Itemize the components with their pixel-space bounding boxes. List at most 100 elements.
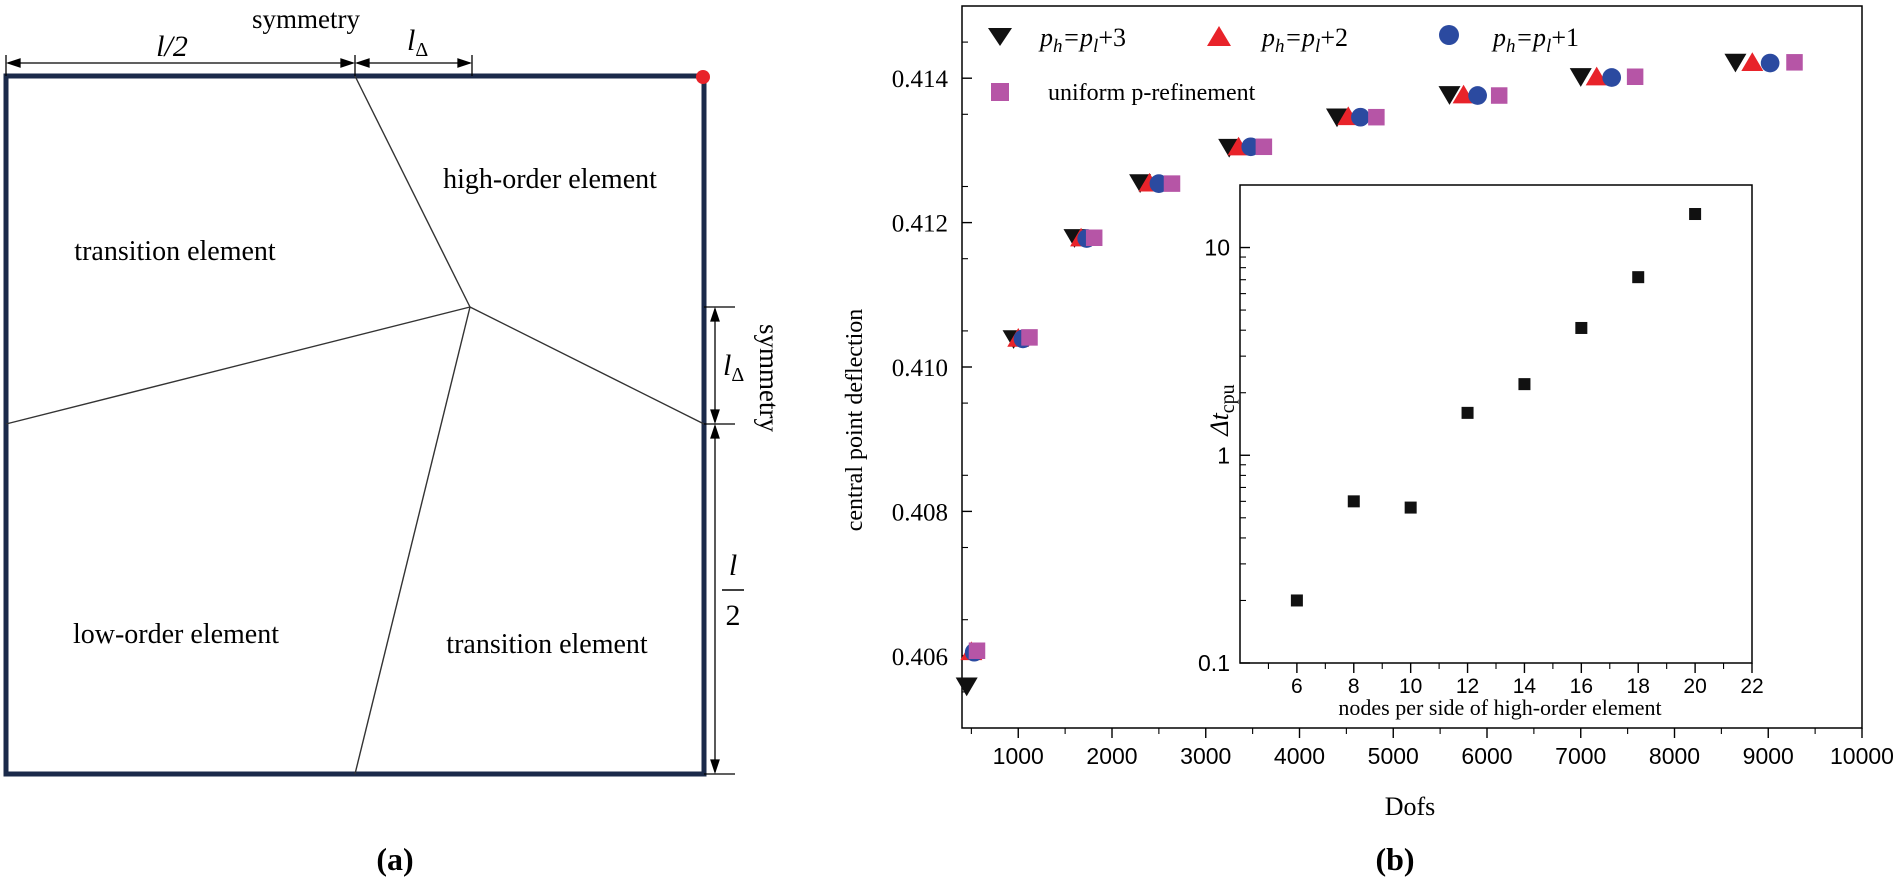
symmetry-right-label: symmetry — [754, 324, 784, 432]
inset-data-point — [1689, 208, 1702, 221]
inset-x-tick-label: 18 — [1627, 675, 1650, 698]
inset-x-tick-label: 14 — [1513, 675, 1537, 698]
data-point — [1490, 87, 1508, 104]
data-point — [1255, 138, 1273, 156]
legend-ph2-sub1: h — [1275, 36, 1285, 57]
panel-b: 0.406 0.408 0.410 0.412 0.414 1000 2000 3000 40… — [842, 5, 1894, 877]
inset-ylabel-sub: cpu — [1217, 384, 1239, 413]
main-x-tick-label: 10000 — [1830, 743, 1894, 769]
inset-x-tick-label: 8 — [1348, 675, 1360, 698]
data-point — [1569, 68, 1592, 87]
arrow-head — [354, 58, 370, 68]
inset-x-tick-label: 20 — [1683, 675, 1706, 698]
arrow-head — [710, 409, 720, 425]
edge-top-to-center — [354, 75, 471, 308]
high-order-element-label: high-order element — [443, 164, 657, 195]
data-point — [1760, 53, 1780, 73]
inset-ylabel-main: Δt — [1205, 412, 1234, 436]
main-data-points — [955, 52, 1803, 697]
inset-data-point — [1461, 406, 1474, 419]
delta-right-main: l — [723, 349, 731, 382]
main-x-tick-label: 8000 — [1649, 743, 1700, 769]
legend-ph1-base: p — [1491, 23, 1506, 52]
half-length-top-label: l/2 — [156, 30, 188, 63]
data-point — [1085, 229, 1103, 247]
main-y-axis-ticks: 0.406 0.408 0.410 0.412 0.414 — [892, 41, 972, 693]
data-point — [1724, 53, 1747, 73]
transition-element-lower-label: transition element — [446, 629, 648, 660]
top-dimensions — [5, 55, 473, 76]
legend-marker-ph2 — [1207, 26, 1231, 46]
legend-ph2-sub2: l — [1315, 36, 1320, 57]
legend-ph1-mid: =p — [1516, 23, 1547, 52]
main-y-tick-label: 0.410 — [892, 355, 948, 382]
legend-ph2-mid: =p — [1285, 23, 1316, 52]
arrow-head — [710, 423, 720, 439]
data-point — [1163, 175, 1181, 192]
legend-ph3-mid: =p — [1063, 23, 1094, 52]
main-y-axis-label: central point deflection — [842, 309, 868, 532]
symmetry-top-label: symmetry — [252, 4, 360, 34]
inset-data-point — [1575, 321, 1588, 334]
half-length-right-den: 2 — [726, 599, 741, 632]
edge-center-to-right — [469, 306, 705, 425]
inset-y-axis-label: Δtcpu — [1205, 384, 1239, 436]
element-edges — [5, 75, 705, 775]
data-point — [1602, 68, 1622, 87]
inset-x-tick-label: 6 — [1291, 675, 1303, 698]
transition-element-upper-label: transition element — [74, 236, 276, 267]
panel-a: symmetry l/2 lΔ high-order element trans… — [3, 4, 784, 877]
legend-label-ph2: ph=pl+2 — [1260, 23, 1348, 57]
inset-x-tick-label: 12 — [1456, 675, 1479, 698]
legend-marker-ph3 — [988, 28, 1012, 46]
data-point — [1786, 54, 1803, 71]
legend-marker-uniform — [991, 83, 1009, 101]
delta-top-label: lΔ — [407, 24, 428, 61]
inset-y-axis-ticks: 0.1 1 10 — [1198, 235, 1250, 676]
inset-x-axis-label: nodes per side of high-order element — [1338, 695, 1661, 720]
inset-x-axis-ticks: 6 8 10 12 14 16 18 20 22 — [1267, 663, 1764, 698]
main-x-tick-label: 9000 — [1743, 743, 1794, 769]
delta-right-sub: Δ — [731, 364, 744, 386]
data-point — [1149, 174, 1169, 193]
inset-chart: 0.1 1 10 6 8 10 12 14 16 18 20 22 nodes per side o… — [1198, 184, 1764, 720]
panel-a-caption: (a) — [376, 841, 413, 877]
legend-label-ph3: ph=pl+3 — [1038, 23, 1126, 57]
main-x-axis-ticks: 1000 2000 3000 4000 5000 6000 7000 8000 9000 1000… — [970, 728, 1894, 769]
panel-b-caption: (b) — [1375, 841, 1414, 877]
arrow-head — [457, 58, 473, 68]
legend-ph3-sub1: h — [1053, 36, 1063, 57]
inset-y-tick-label: 0.1 — [1198, 650, 1230, 676]
data-point — [1326, 108, 1348, 128]
right-dimensions — [704, 306, 735, 775]
central-point-marker — [696, 70, 710, 84]
main-y-tick-label: 0.412 — [892, 211, 948, 238]
legend-ph3-base: p — [1038, 23, 1053, 52]
legend-ph1-tail: +1 — [1551, 23, 1579, 52]
inset-x-tick-label: 16 — [1570, 675, 1593, 698]
main-x-tick-label: 2000 — [1086, 743, 1137, 769]
data-point — [1351, 107, 1370, 127]
delta-top-main: l — [407, 24, 415, 57]
inset-data-point — [1518, 378, 1531, 391]
inset-frame — [1239, 184, 1753, 664]
delta-right-label: lΔ — [723, 349, 744, 386]
main-x-tick-label: 4000 — [1274, 743, 1325, 769]
legend-ph2-tail: +2 — [1320, 23, 1348, 52]
arrow-head — [340, 58, 356, 68]
main-y-tick-label: 0.408 — [892, 499, 948, 526]
legend-ph1-sub2: l — [1546, 36, 1551, 57]
data-point — [968, 642, 986, 659]
data-point — [1021, 329, 1038, 346]
legend-ph2-base: p — [1260, 23, 1275, 52]
low-order-element-label: low-order element — [73, 619, 279, 650]
inset-data-point — [1290, 594, 1303, 607]
data-point — [1626, 68, 1644, 86]
legend: ph=pl+3 ph=pl+2 ph=pl+1 uniform p-refine… — [988, 23, 1579, 106]
legend-label-ph1: ph=pl+1 — [1491, 23, 1579, 57]
legend-label-uniform: uniform p-refinement — [1048, 80, 1256, 106]
main-y-tick-label: 0.414 — [892, 66, 949, 93]
data-point — [1129, 174, 1152, 193]
main-x-axis-label: Dofs — [1385, 792, 1436, 821]
